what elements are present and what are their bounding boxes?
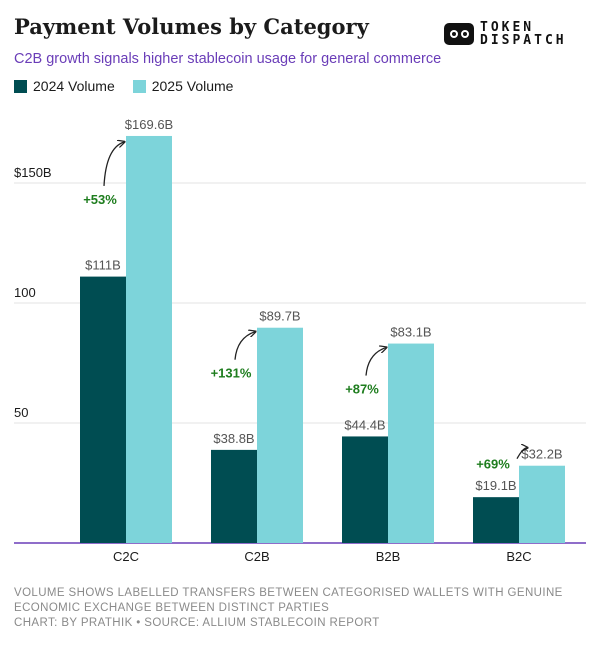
brand-line-1: TOKEN xyxy=(480,20,535,35)
chart-subtitle: C2B growth signals higher stablecoin usa… xyxy=(14,51,442,67)
growth-arrow xyxy=(516,448,527,460)
y-tick-label: $150B xyxy=(14,165,52,180)
bar-2025 xyxy=(257,327,303,543)
brand-wordmark: TOKEN DISPATCH xyxy=(480,21,567,47)
brand-logo: TOKEN DISPATCH xyxy=(444,21,567,47)
growth-label: +131% xyxy=(211,366,252,381)
growth-arrow xyxy=(103,142,124,186)
legend-label-2024: 2024 Volume xyxy=(33,78,115,94)
labels: 50 100 $150B $111B $169.6B C2C +53% $38.8B $89.7… xyxy=(14,117,563,564)
bar-2025 xyxy=(388,343,434,543)
chart-legend: 2024 Volume 2025 Volume xyxy=(14,78,233,94)
growth-arrow xyxy=(365,348,386,376)
bar-value-label: $111B xyxy=(85,258,121,273)
bar-value-label: $19.1B xyxy=(475,478,516,493)
bars xyxy=(80,135,565,543)
bar-value-label: $169.6B xyxy=(125,117,173,132)
growth-label: +69% xyxy=(476,457,510,472)
brand-line-2: DISPATCH xyxy=(480,33,567,48)
footer-credit: Chart: by Prathik • Source: Allium Stabl… xyxy=(14,617,380,629)
bar-value-label: $89.7B xyxy=(259,309,300,324)
x-tick-label: C2C xyxy=(113,549,139,564)
growth-label: +53% xyxy=(83,192,117,207)
legend-item-2025: 2025 Volume xyxy=(132,78,234,94)
legend-swatch-2025 xyxy=(132,79,146,93)
x-tick-label: C2B xyxy=(244,549,269,564)
bar-2024 xyxy=(80,276,126,543)
growth-arrow xyxy=(234,332,255,360)
chart-title: Payment Volumes by Category xyxy=(14,14,369,39)
bar-value-label: $38.8B xyxy=(213,431,254,446)
y-tick-label: 100 xyxy=(14,285,36,300)
footer-note: Volume shows labelled transfers between … xyxy=(14,587,563,614)
glasses-icon xyxy=(444,23,474,45)
bar-value-label: $83.1B xyxy=(390,325,431,340)
y-tick-label: 50 xyxy=(14,405,28,420)
bar-2024 xyxy=(342,436,388,543)
bar-2024 xyxy=(473,497,519,543)
x-tick-label: B2B xyxy=(376,549,401,564)
x-tick-label: B2C xyxy=(506,549,531,564)
legend-label-2025: 2025 Volume xyxy=(151,78,234,94)
growth-label: +87% xyxy=(345,382,379,397)
bar-value-label: $32.2B xyxy=(521,447,562,462)
bar-2025 xyxy=(126,135,172,543)
bar-2025 xyxy=(519,465,565,543)
bar-value-label: $44.4B xyxy=(344,417,385,432)
legend-item-2024: 2024 Volume xyxy=(14,78,115,94)
legend-swatch-2024 xyxy=(14,79,27,93)
bar-2024 xyxy=(211,449,257,543)
